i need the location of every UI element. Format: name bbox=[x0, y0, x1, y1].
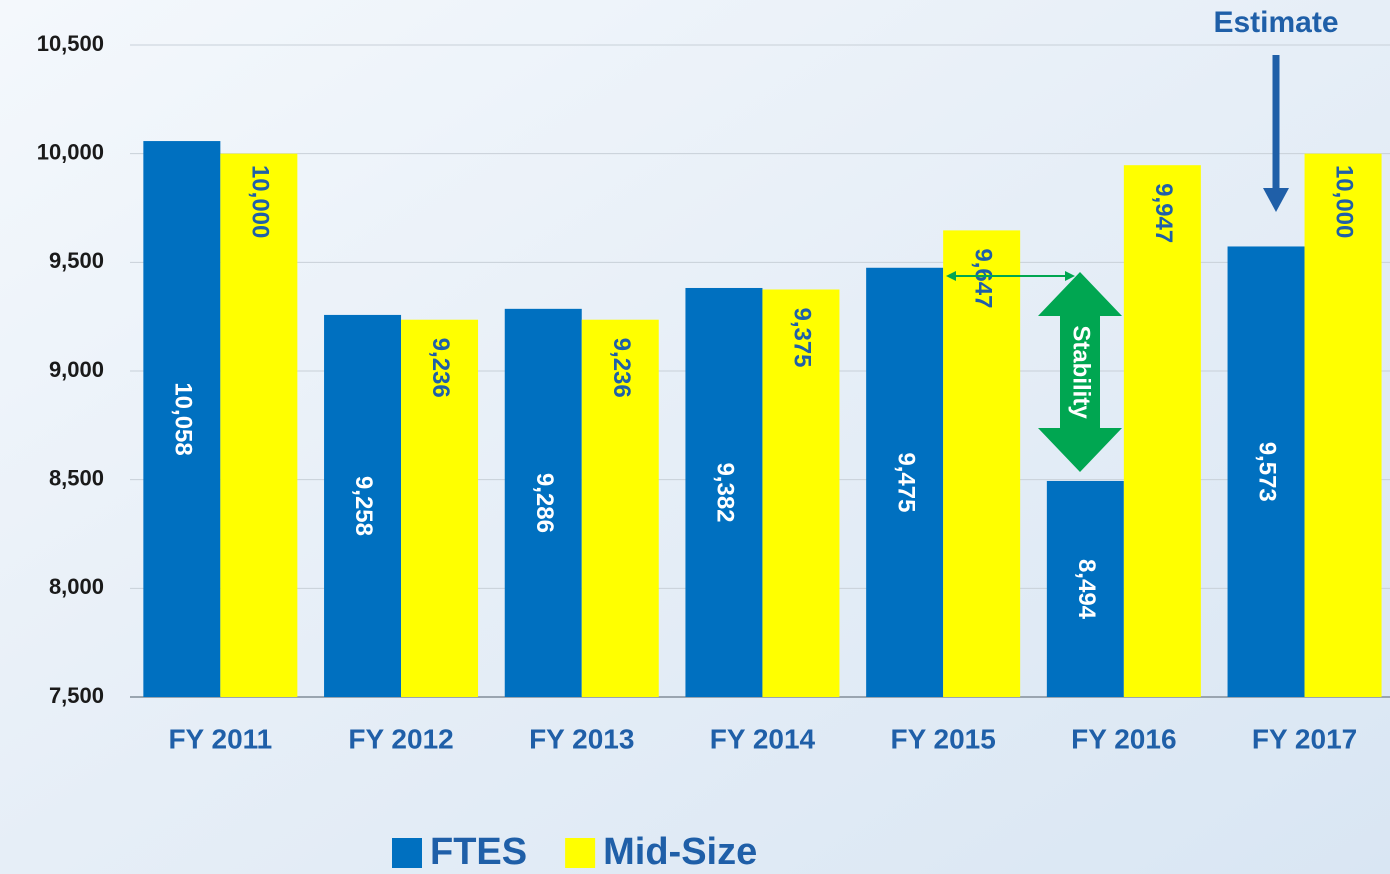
bar bbox=[866, 267, 944, 697]
bar bbox=[1123, 165, 1201, 698]
x-tick-label: FY 2013 bbox=[529, 723, 634, 754]
y-tick-label: 7,500 bbox=[49, 683, 104, 708]
value-label: 10,000 bbox=[247, 165, 274, 238]
bar bbox=[324, 314, 402, 697]
value-label: 9,258 bbox=[350, 476, 377, 536]
value-label: 10,000 bbox=[1331, 165, 1358, 238]
bar bbox=[1304, 153, 1382, 697]
bar bbox=[220, 153, 298, 697]
bar bbox=[581, 319, 659, 697]
bar bbox=[504, 308, 582, 697]
value-label: 9,573 bbox=[1254, 442, 1281, 502]
y-tick-label: 8,500 bbox=[49, 465, 104, 490]
x-tick-label: FY 2012 bbox=[348, 723, 453, 754]
legend-swatch bbox=[565, 838, 596, 868]
y-tick-label: 9,000 bbox=[49, 357, 104, 382]
bar bbox=[762, 289, 840, 697]
x-tick-label: FY 2014 bbox=[710, 723, 816, 754]
bar bbox=[943, 230, 1021, 698]
value-label: 9,286 bbox=[531, 473, 558, 533]
bar bbox=[685, 287, 763, 697]
annotation: Estimate bbox=[1213, 6, 1338, 39]
arrow-head bbox=[1065, 271, 1075, 281]
bar bbox=[1046, 480, 1124, 697]
bar bbox=[1227, 246, 1305, 697]
value-label: 9,382 bbox=[712, 462, 739, 522]
y-tick-label: 9,500 bbox=[49, 248, 104, 273]
arrow-head bbox=[1263, 188, 1289, 212]
bar bbox=[143, 141, 221, 697]
value-label: 9,236 bbox=[427, 338, 454, 398]
legend-label: FTES bbox=[430, 831, 527, 873]
value-label: 9,375 bbox=[789, 307, 816, 367]
y-tick-label: 10,000 bbox=[37, 139, 104, 164]
y-tick-label: 8,000 bbox=[49, 574, 104, 599]
value-label: 8,494 bbox=[1073, 559, 1100, 620]
arrow-head bbox=[946, 271, 956, 281]
value-label: 9,236 bbox=[608, 338, 635, 398]
legend-swatch bbox=[392, 838, 422, 868]
value-label: 9,947 bbox=[1150, 183, 1177, 243]
bar bbox=[401, 319, 479, 697]
double-arrow bbox=[1038, 272, 1122, 472]
x-tick-label: FY 2011 bbox=[168, 723, 272, 754]
annotation: Stability bbox=[1068, 325, 1095, 419]
x-tick-label: FY 2015 bbox=[890, 723, 995, 754]
value-label: 9,647 bbox=[969, 248, 996, 308]
legend-label: Mid-Size bbox=[603, 831, 757, 873]
value-label: 10,058 bbox=[170, 382, 197, 455]
x-tick-label: FY 2017 bbox=[1252, 723, 1357, 754]
x-tick-label: FY 2016 bbox=[1071, 723, 1176, 754]
value-label: 9,475 bbox=[892, 452, 919, 512]
y-tick-label: 10,500 bbox=[37, 31, 104, 56]
